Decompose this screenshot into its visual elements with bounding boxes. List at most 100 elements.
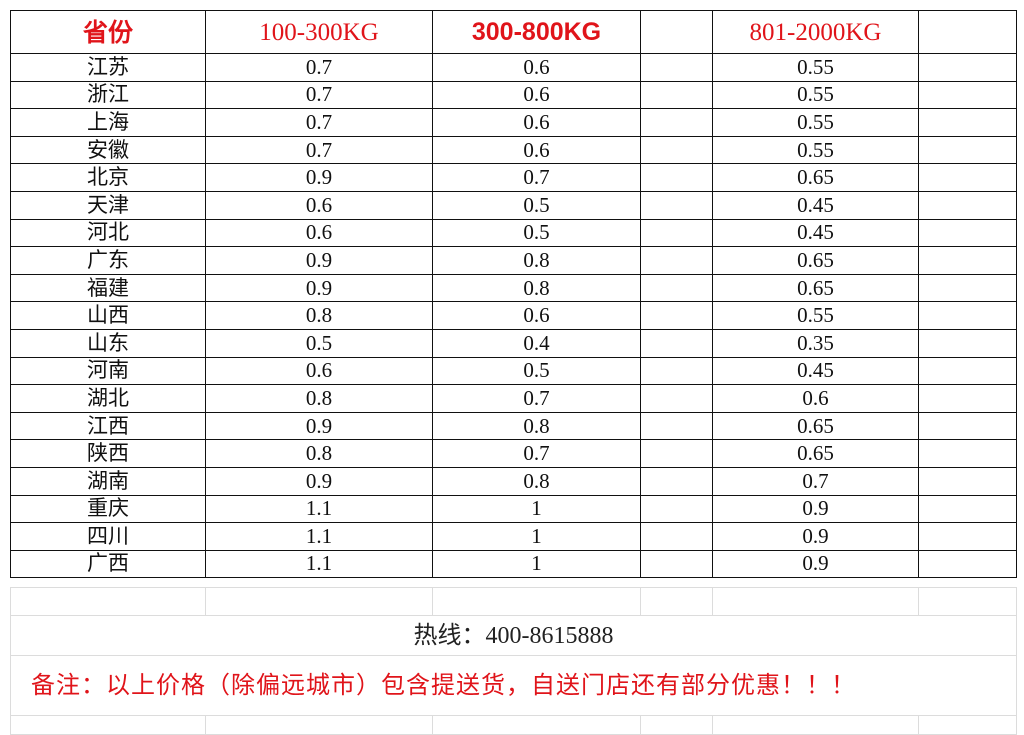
price-801-2000-cell[interactable]: 0.45 [712, 356, 919, 386]
empty-cell[interactable] [640, 715, 713, 735]
empty-cell[interactable] [918, 108, 1017, 137]
empty-cell[interactable] [640, 273, 713, 303]
empty-cell[interactable] [918, 218, 1017, 248]
empty-cell[interactable] [10, 587, 206, 616]
empty-cell[interactable] [205, 587, 433, 616]
province-cell[interactable]: 四川 [10, 522, 206, 551]
empty-cell[interactable] [640, 439, 713, 468]
empty-cell[interactable] [712, 715, 919, 735]
price-801-2000-cell[interactable]: 0.6 [712, 384, 919, 413]
price-100-300-cell[interactable]: 0.7 [205, 53, 433, 82]
price-100-300-cell[interactable]: 0.7 [205, 108, 433, 137]
price-100-300-cell[interactable]: 0.9 [205, 273, 433, 303]
empty-cell[interactable] [640, 301, 713, 330]
province-cell[interactable]: 江苏 [10, 53, 206, 82]
empty-cell[interactable] [640, 466, 713, 496]
province-cell[interactable]: 福建 [10, 273, 206, 303]
province-cell[interactable]: 浙江 [10, 80, 206, 110]
price-801-2000-cell[interactable]: 0.9 [712, 522, 919, 551]
province-cell[interactable]: 安徽 [10, 135, 206, 165]
empty-cell[interactable] [640, 190, 713, 220]
price-801-2000-cell[interactable]: 0.7 [712, 466, 919, 496]
note-text[interactable]: 备注：以上价格（除偏远城市）包含提送货，自送门店还有部分优惠！！！ [10, 655, 1017, 716]
price-801-2000-cell[interactable]: 0.9 [712, 549, 919, 579]
price-801-2000-cell[interactable]: 0.65 [712, 411, 919, 441]
price-100-300-cell[interactable]: 1.1 [205, 494, 433, 524]
empty-cell[interactable] [918, 273, 1017, 303]
empty-cell[interactable] [918, 587, 1017, 616]
empty-cell[interactable] [918, 522, 1017, 551]
empty-cell[interactable] [918, 10, 1017, 54]
empty-cell[interactable] [640, 411, 713, 441]
empty-cell[interactable] [918, 494, 1017, 524]
empty-cell[interactable] [918, 135, 1017, 165]
price-100-300-cell[interactable]: 0.7 [205, 80, 433, 110]
empty-cell[interactable] [640, 163, 713, 192]
price-300-800-cell[interactable]: 0.5 [432, 190, 641, 220]
province-cell[interactable]: 湖南 [10, 466, 206, 496]
empty-cell[interactable] [918, 301, 1017, 330]
province-cell[interactable]: 河北 [10, 218, 206, 248]
price-100-300-cell[interactable]: 0.9 [205, 163, 433, 192]
price-100-300-cell[interactable]: 0.8 [205, 439, 433, 468]
province-cell[interactable]: 陕西 [10, 439, 206, 468]
province-cell[interactable]: 广西 [10, 549, 206, 579]
price-801-2000-cell[interactable]: 0.55 [712, 80, 919, 110]
province-cell[interactable]: 广东 [10, 246, 206, 275]
price-100-300-cell[interactable]: 0.8 [205, 301, 433, 330]
price-801-2000-cell[interactable]: 0.65 [712, 273, 919, 303]
price-300-800-cell[interactable]: 0.6 [432, 53, 641, 82]
price-100-300-cell[interactable]: 0.7 [205, 135, 433, 165]
price-300-800-cell[interactable]: 0.6 [432, 301, 641, 330]
price-801-2000-cell[interactable]: 0.45 [712, 218, 919, 248]
empty-cell[interactable] [640, 10, 713, 54]
header-province[interactable]: 省份 [10, 10, 206, 54]
empty-cell[interactable] [640, 587, 713, 616]
empty-cell[interactable] [918, 246, 1017, 275]
price-300-800-cell[interactable]: 1 [432, 494, 641, 524]
empty-cell[interactable] [640, 356, 713, 386]
province-cell[interactable]: 天津 [10, 190, 206, 220]
price-100-300-cell[interactable]: 0.9 [205, 411, 433, 441]
price-801-2000-cell[interactable]: 0.65 [712, 163, 919, 192]
price-801-2000-cell[interactable]: 0.55 [712, 301, 919, 330]
price-801-2000-cell[interactable]: 0.55 [712, 53, 919, 82]
price-801-2000-cell[interactable]: 0.35 [712, 328, 919, 358]
empty-cell[interactable] [640, 328, 713, 358]
empty-cell[interactable] [918, 411, 1017, 441]
empty-cell[interactable] [640, 135, 713, 165]
empty-cell[interactable] [918, 384, 1017, 413]
empty-cell[interactable] [205, 715, 433, 735]
province-cell[interactable]: 重庆 [10, 494, 206, 524]
price-801-2000-cell[interactable]: 0.45 [712, 190, 919, 220]
province-cell[interactable]: 山东 [10, 328, 206, 358]
price-300-800-cell[interactable]: 0.8 [432, 273, 641, 303]
price-300-800-cell[interactable]: 0.5 [432, 218, 641, 248]
empty-cell[interactable] [918, 80, 1017, 110]
price-100-300-cell[interactable]: 0.8 [205, 384, 433, 413]
price-801-2000-cell[interactable]: 0.55 [712, 108, 919, 137]
empty-cell[interactable] [918, 439, 1017, 468]
empty-cell[interactable] [640, 522, 713, 551]
province-cell[interactable]: 河南 [10, 356, 206, 386]
empty-cell[interactable] [640, 494, 713, 524]
price-801-2000-cell[interactable]: 0.65 [712, 246, 919, 275]
empty-cell[interactable] [640, 549, 713, 579]
price-300-800-cell[interactable]: 0.7 [432, 439, 641, 468]
empty-cell[interactable] [918, 466, 1017, 496]
price-100-300-cell[interactable]: 1.1 [205, 549, 433, 579]
empty-cell[interactable] [10, 715, 206, 735]
province-cell[interactable]: 湖北 [10, 384, 206, 413]
price-801-2000-cell[interactable]: 0.9 [712, 494, 919, 524]
province-cell[interactable]: 北京 [10, 163, 206, 192]
price-801-2000-cell[interactable]: 0.55 [712, 135, 919, 165]
price-100-300-cell[interactable]: 0.9 [205, 466, 433, 496]
province-cell[interactable]: 上海 [10, 108, 206, 137]
price-300-800-cell[interactable]: 0.6 [432, 80, 641, 110]
empty-cell[interactable] [712, 587, 919, 616]
empty-cell[interactable] [640, 218, 713, 248]
empty-cell[interactable] [640, 246, 713, 275]
price-300-800-cell[interactable]: 0.8 [432, 466, 641, 496]
empty-cell[interactable] [432, 587, 641, 616]
price-100-300-cell[interactable]: 0.9 [205, 246, 433, 275]
